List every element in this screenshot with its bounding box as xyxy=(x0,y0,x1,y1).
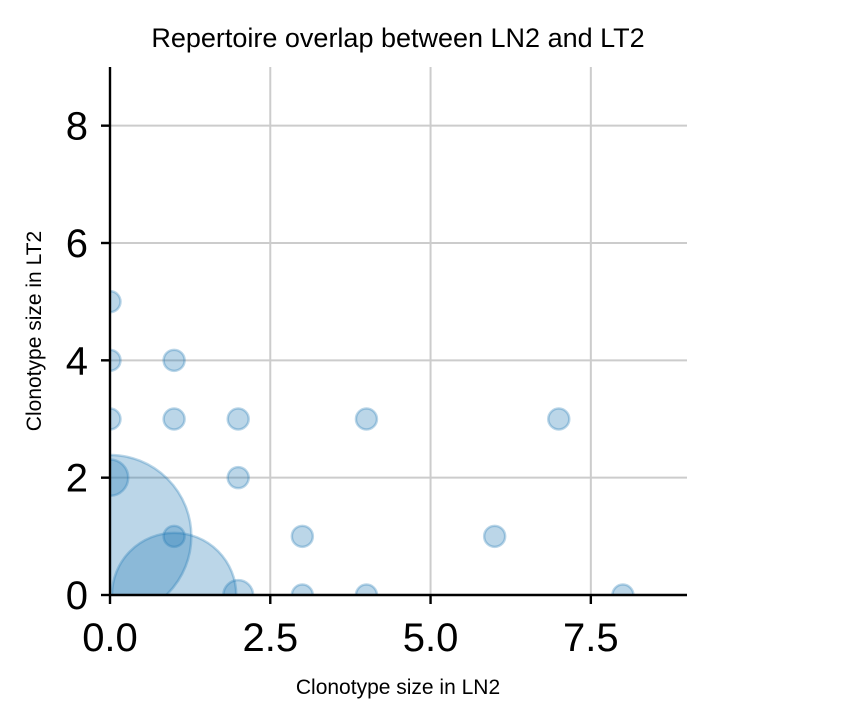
grid xyxy=(110,67,687,595)
chart-title: Repertoire overlap between LN2 and LT2 xyxy=(151,23,644,53)
y-tick-label: 8 xyxy=(66,105,88,149)
x-axis-label: Clonotype size in LN2 xyxy=(296,676,500,699)
scatter-point xyxy=(162,407,186,431)
y-tick-label: 4 xyxy=(66,339,88,383)
y-tick-label: 0 xyxy=(66,574,88,618)
y-tick-label: 6 xyxy=(66,222,88,266)
scatter-point xyxy=(482,524,507,549)
scatter-point xyxy=(290,583,315,595)
scatter-point xyxy=(110,531,238,595)
x-tick-label: 2.5 xyxy=(242,616,298,660)
scatter-point xyxy=(547,407,571,431)
ticks: 0.0 2.5 5.0 7.5 0 2 4 6 8 xyxy=(66,105,619,660)
scatter-point xyxy=(226,407,250,431)
x-tick-label: 0.0 xyxy=(82,616,138,660)
scatter-point xyxy=(162,348,186,373)
scatter-point xyxy=(354,407,379,431)
scatter-point xyxy=(226,465,250,490)
axes xyxy=(108,67,687,597)
scatter-point xyxy=(611,583,635,595)
y-axis-label: Clonotype size in LT2 xyxy=(23,231,46,431)
scatter-point xyxy=(110,348,122,373)
scatter-point xyxy=(162,524,186,549)
scatter-point xyxy=(110,407,122,431)
x-tick-label: 7.5 xyxy=(563,616,619,660)
data-points xyxy=(110,289,635,595)
scatter-point xyxy=(110,289,122,314)
scatter-point xyxy=(110,453,193,595)
scatter-point xyxy=(354,583,379,595)
x-tick-label: 5.0 xyxy=(403,616,459,660)
y-tick-label: 2 xyxy=(66,457,88,501)
scatter-point xyxy=(290,524,315,549)
